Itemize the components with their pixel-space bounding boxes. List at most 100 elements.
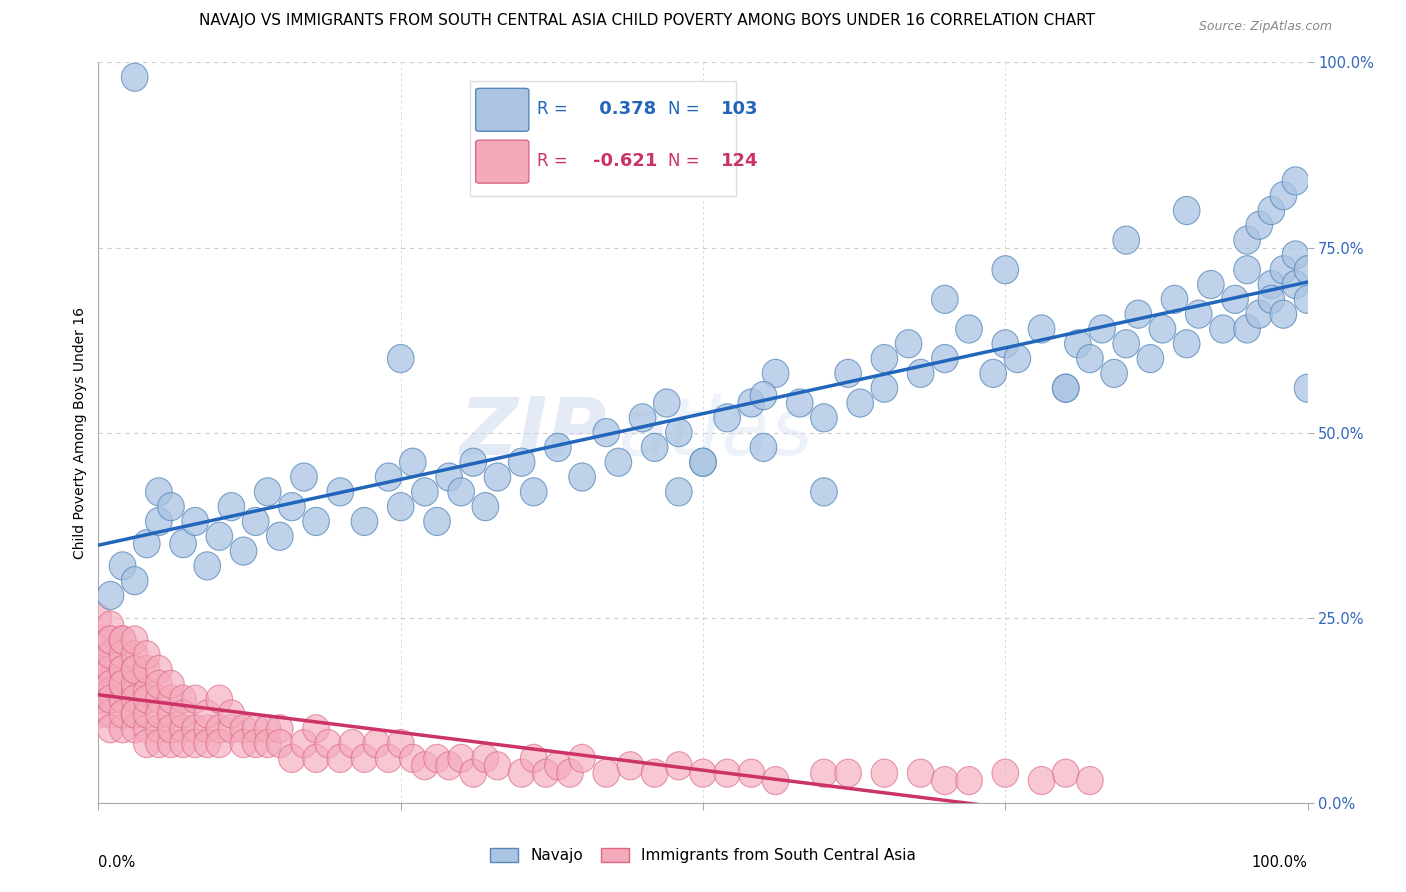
Ellipse shape	[1234, 256, 1260, 284]
Ellipse shape	[97, 678, 124, 706]
Ellipse shape	[956, 766, 983, 795]
Ellipse shape	[291, 730, 318, 757]
Ellipse shape	[121, 63, 148, 91]
Ellipse shape	[134, 730, 160, 757]
Ellipse shape	[751, 382, 776, 409]
Ellipse shape	[533, 759, 560, 788]
Ellipse shape	[630, 404, 655, 432]
Ellipse shape	[170, 730, 197, 757]
Ellipse shape	[1077, 344, 1104, 373]
Ellipse shape	[1222, 285, 1249, 313]
Ellipse shape	[157, 670, 184, 698]
Text: NAVAJO VS IMMIGRANTS FROM SOUTH CENTRAL ASIA CHILD POVERTY AMONG BOYS UNDER 16 C: NAVAJO VS IMMIGRANTS FROM SOUTH CENTRAL …	[198, 13, 1095, 29]
Ellipse shape	[1270, 256, 1296, 284]
Ellipse shape	[291, 463, 318, 491]
Ellipse shape	[593, 418, 620, 447]
Text: Source: ZipAtlas.com: Source: ZipAtlas.com	[1199, 20, 1331, 33]
Ellipse shape	[110, 626, 136, 654]
Ellipse shape	[328, 478, 353, 506]
Ellipse shape	[170, 714, 197, 743]
Ellipse shape	[472, 744, 499, 772]
Ellipse shape	[181, 685, 208, 714]
Ellipse shape	[339, 730, 366, 757]
Ellipse shape	[569, 463, 595, 491]
Ellipse shape	[1161, 285, 1188, 313]
Ellipse shape	[1246, 300, 1272, 328]
Ellipse shape	[872, 374, 897, 402]
Ellipse shape	[932, 344, 957, 373]
Ellipse shape	[97, 714, 124, 743]
Ellipse shape	[1295, 256, 1320, 284]
Ellipse shape	[121, 656, 148, 683]
Ellipse shape	[146, 478, 172, 506]
Ellipse shape	[509, 448, 534, 476]
Ellipse shape	[1174, 196, 1199, 225]
Ellipse shape	[399, 744, 426, 772]
Ellipse shape	[399, 448, 426, 476]
Ellipse shape	[181, 730, 208, 757]
Ellipse shape	[121, 700, 148, 728]
Ellipse shape	[993, 330, 1018, 358]
Ellipse shape	[484, 463, 510, 491]
Ellipse shape	[110, 670, 136, 698]
FancyBboxPatch shape	[475, 88, 529, 131]
Ellipse shape	[907, 359, 934, 387]
Ellipse shape	[1185, 300, 1212, 328]
Ellipse shape	[423, 744, 450, 772]
Ellipse shape	[1149, 315, 1175, 343]
Ellipse shape	[146, 685, 172, 714]
Ellipse shape	[170, 700, 197, 728]
Ellipse shape	[1064, 330, 1091, 358]
Ellipse shape	[1101, 359, 1128, 387]
Ellipse shape	[97, 656, 124, 683]
Legend: Navajo, Immigrants from South Central Asia: Navajo, Immigrants from South Central As…	[484, 842, 922, 869]
Ellipse shape	[665, 478, 692, 506]
Ellipse shape	[544, 752, 571, 780]
FancyBboxPatch shape	[470, 81, 735, 195]
Text: R =: R =	[537, 100, 574, 118]
Ellipse shape	[134, 530, 160, 558]
Ellipse shape	[97, 685, 124, 714]
Ellipse shape	[1258, 285, 1285, 313]
Ellipse shape	[110, 640, 136, 669]
Ellipse shape	[846, 389, 873, 417]
Ellipse shape	[97, 626, 124, 654]
Ellipse shape	[97, 640, 124, 669]
Ellipse shape	[97, 626, 124, 654]
Ellipse shape	[267, 730, 292, 757]
Ellipse shape	[1198, 270, 1225, 299]
Ellipse shape	[412, 478, 439, 506]
Ellipse shape	[218, 714, 245, 743]
Ellipse shape	[896, 330, 922, 358]
Ellipse shape	[690, 759, 716, 788]
Ellipse shape	[520, 744, 547, 772]
Ellipse shape	[811, 759, 837, 788]
Ellipse shape	[665, 418, 692, 447]
Ellipse shape	[641, 759, 668, 788]
Ellipse shape	[146, 700, 172, 728]
Ellipse shape	[544, 434, 571, 461]
Ellipse shape	[993, 256, 1018, 284]
Ellipse shape	[1028, 766, 1054, 795]
Ellipse shape	[121, 566, 148, 595]
Ellipse shape	[388, 730, 413, 757]
Ellipse shape	[1137, 344, 1164, 373]
Ellipse shape	[1053, 759, 1078, 788]
Y-axis label: Child Poverty Among Boys Under 16: Child Poverty Among Boys Under 16	[73, 307, 87, 558]
Ellipse shape	[97, 700, 124, 728]
Ellipse shape	[835, 759, 862, 788]
Ellipse shape	[1114, 226, 1139, 254]
Ellipse shape	[932, 766, 957, 795]
Ellipse shape	[134, 678, 160, 706]
Ellipse shape	[363, 730, 389, 757]
Ellipse shape	[86, 670, 111, 698]
Ellipse shape	[86, 685, 111, 714]
Text: R =: R =	[537, 152, 574, 169]
Ellipse shape	[302, 714, 329, 743]
Ellipse shape	[412, 752, 439, 780]
Ellipse shape	[1270, 300, 1296, 328]
Text: N =: N =	[668, 100, 704, 118]
Ellipse shape	[714, 759, 741, 788]
Text: ZIP: ZIP	[458, 393, 606, 472]
Ellipse shape	[146, 714, 172, 743]
